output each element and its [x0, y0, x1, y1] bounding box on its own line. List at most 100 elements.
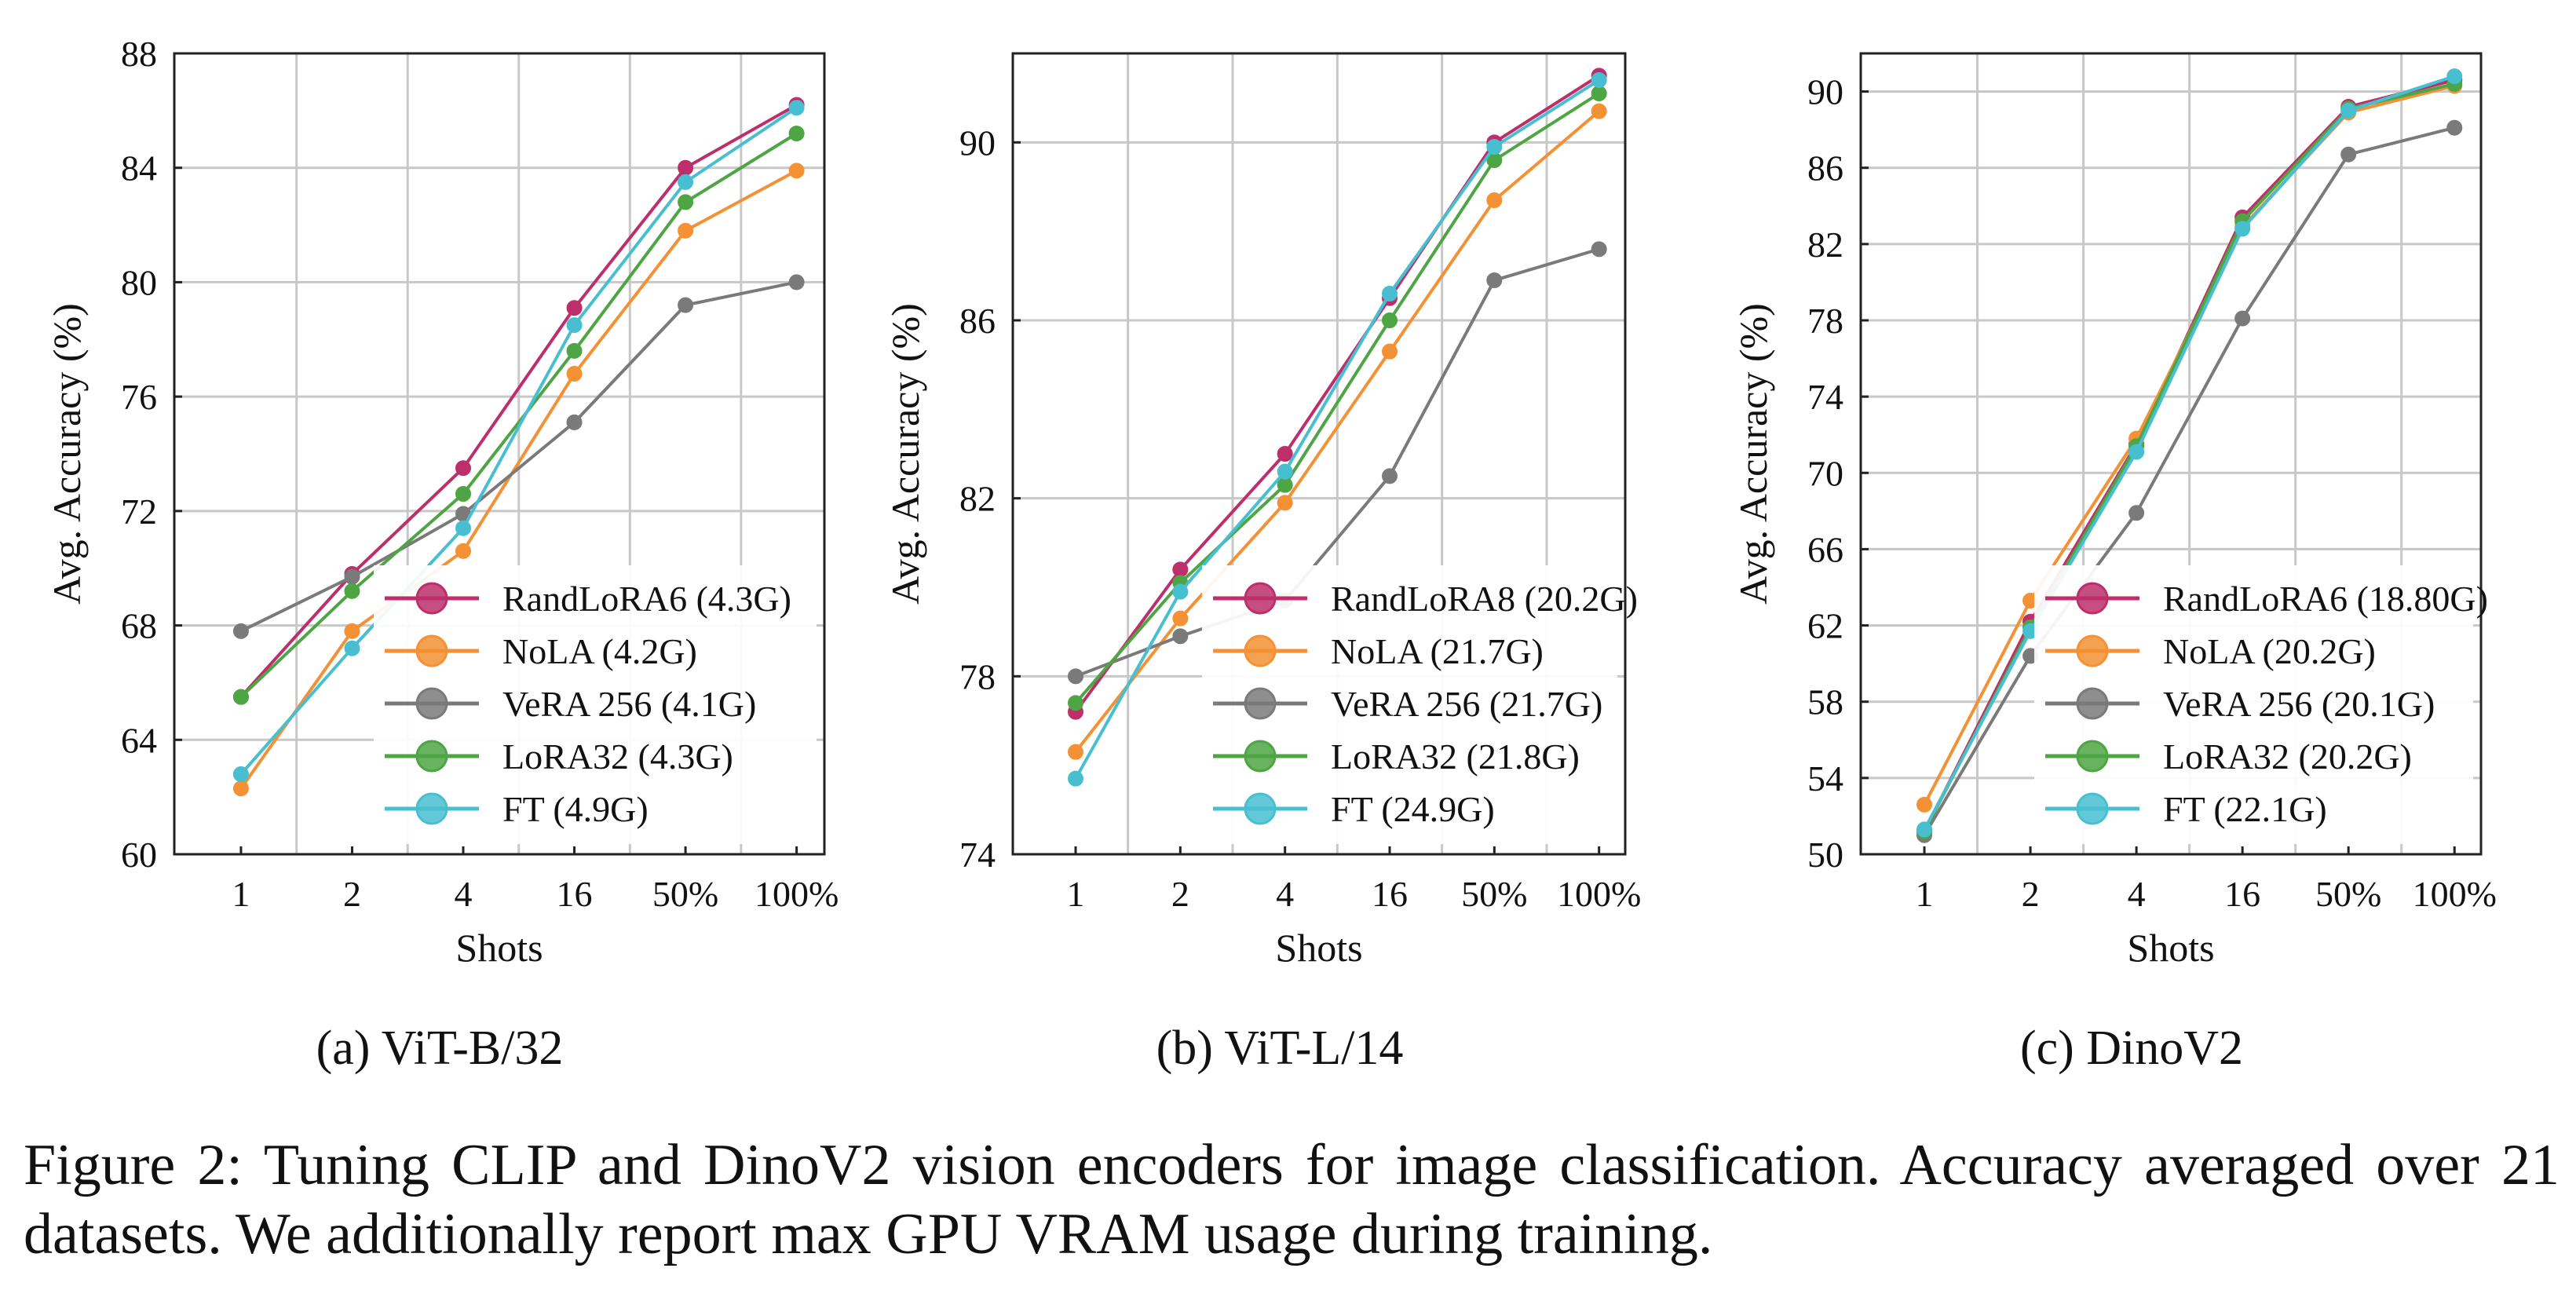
y-tick-label: 70	[1807, 453, 1843, 493]
data-point	[566, 414, 583, 430]
x-tick-label: 1	[232, 874, 250, 914]
data-point	[678, 194, 694, 210]
y-tick-label: 86	[959, 301, 996, 341]
x-tick-label: 1	[1067, 874, 1085, 914]
legend-swatch-marker	[415, 582, 448, 615]
x-axis-label: Shots	[1275, 926, 1362, 970]
y-tick-label: 86	[1807, 148, 1843, 188]
plot-frame	[173, 52, 826, 856]
data-point	[344, 568, 360, 585]
legend: RandLoRA6 (18.80G) NoLA (20.2G) VeRA 256 (…	[2034, 565, 2488, 844]
y-axis-label: Avg. Accuracy (%)	[1731, 303, 1775, 605]
data-point	[1916, 796, 1933, 813]
y-tick-label: 74	[959, 835, 996, 875]
legend-entry: RandLoRA8 (20.2G)	[1331, 579, 1638, 619]
data-point	[344, 583, 360, 599]
data-point	[2340, 146, 2357, 163]
data-point	[1486, 139, 1503, 155]
data-point	[566, 317, 583, 334]
legend-entry: NoLA (21.7G)	[1331, 631, 1544, 671]
series-5	[1916, 68, 2463, 838]
series-4	[1068, 86, 1607, 711]
y-tick-label: 54	[1807, 758, 1843, 799]
series-line	[239, 132, 798, 699]
legend-swatch-marker	[2076, 687, 2109, 720]
data-point	[455, 520, 471, 536]
data-point	[1172, 628, 1189, 645]
legend-entry: VeRA 256 (20.1G)	[2163, 684, 2435, 724]
y-tick-label: 64	[121, 720, 157, 760]
y-tick-label: 84	[121, 148, 157, 188]
plot-frame	[1011, 52, 1627, 856]
y-tick-label: 60	[121, 835, 157, 875]
x-tick-label: 50%	[1461, 874, 1527, 914]
data-point	[1382, 468, 1398, 484]
data-point	[678, 222, 694, 239]
series-line	[1074, 79, 1600, 780]
series-line	[1074, 74, 1600, 713]
data-point	[566, 300, 583, 316]
y-tick-label: 72	[121, 492, 157, 532]
x-tick-label: 16	[1372, 874, 1408, 914]
legend-entry: RandLoRA6 (18.80G)	[2163, 579, 2488, 619]
data-point	[1382, 312, 1398, 328]
legend-entry: LoRA32 (21.8G)	[1331, 736, 1580, 777]
data-point	[1172, 583, 1189, 600]
y-tick-label: 90	[959, 122, 996, 163]
data-point	[1591, 241, 1607, 258]
data-point	[1382, 343, 1398, 360]
data-point	[1277, 446, 1293, 462]
data-point	[1068, 695, 1083, 711]
legend-swatch-marker	[415, 740, 448, 773]
y-tick-label: 66	[1807, 529, 1843, 569]
x-tick-label: 100%	[2413, 874, 2497, 914]
series-2	[232, 163, 805, 797]
legend-swatch-marker	[415, 687, 448, 720]
data-point	[1277, 495, 1293, 511]
legend-swatch-marker	[2076, 740, 2109, 773]
legend-swatch-marker	[2076, 792, 2109, 825]
legend-entry: VeRA 256 (21.7G)	[1331, 684, 1602, 724]
legend-swatch-marker	[415, 634, 448, 667]
series-line	[239, 103, 798, 698]
data-point	[2446, 119, 2463, 136]
figure-charts: 60 64 68 72 76 80 84 88 1 2 4 16 50% 100% Shots Avg. Ac…	[45, 34, 2497, 1075]
series-line	[1923, 126, 2455, 836]
subcaption: (c) DinoV2	[2020, 1021, 2243, 1075]
legend-swatch-marker	[1244, 792, 1277, 825]
data-point	[788, 163, 805, 179]
legend-entry: LoRA32 (4.3G)	[502, 736, 733, 777]
y-tick-label: 62	[1807, 606, 1843, 646]
y-tick-label: 82	[959, 479, 996, 519]
y-tick-label: 76	[121, 377, 157, 417]
data-point	[455, 460, 471, 477]
y-tick-label: 80	[121, 262, 157, 302]
legend: RandLoRA8 (20.2G) NoLA (21.7G) VeRA 256 (2…	[1202, 565, 1638, 844]
data-point	[678, 159, 694, 176]
data-point	[1277, 463, 1293, 480]
legend-entry: LoRA32 (20.2G)	[2163, 736, 2412, 777]
data-point	[1172, 610, 1189, 627]
data-point	[232, 623, 249, 639]
legend-swatch-marker	[1244, 740, 1277, 773]
data-point	[2446, 68, 2463, 85]
legend-entry: RandLoRA6 (4.3G)	[502, 579, 791, 619]
data-point	[1486, 272, 1503, 288]
data-point	[566, 366, 583, 382]
y-tick-label: 90	[1807, 72, 1843, 112]
x-tick-label: 100%	[1557, 874, 1641, 914]
data-point	[232, 689, 249, 705]
data-point	[678, 297, 694, 313]
data-point	[1068, 668, 1083, 685]
y-axis-label: Avg. Accuracy (%)	[883, 303, 927, 605]
data-point	[788, 126, 805, 141]
y-tick-label: 88	[121, 34, 157, 74]
figure-caption-text: Tuning CLIP and DinoV2 vision encoders f…	[24, 1133, 2560, 1266]
data-point	[566, 342, 583, 359]
x-tick-label: 16	[557, 874, 593, 914]
chart-panel-1: 60 64 68 72 76 80 84 88 1 2 4 16 50% 100% Shots Avg. Ac…	[45, 34, 839, 1075]
y-tick-label: 68	[121, 606, 157, 646]
y-tick-label: 78	[959, 656, 996, 696]
legend-swatch-marker	[1244, 634, 1277, 667]
legend-entry: NoLA (20.2G)	[2163, 631, 2376, 671]
